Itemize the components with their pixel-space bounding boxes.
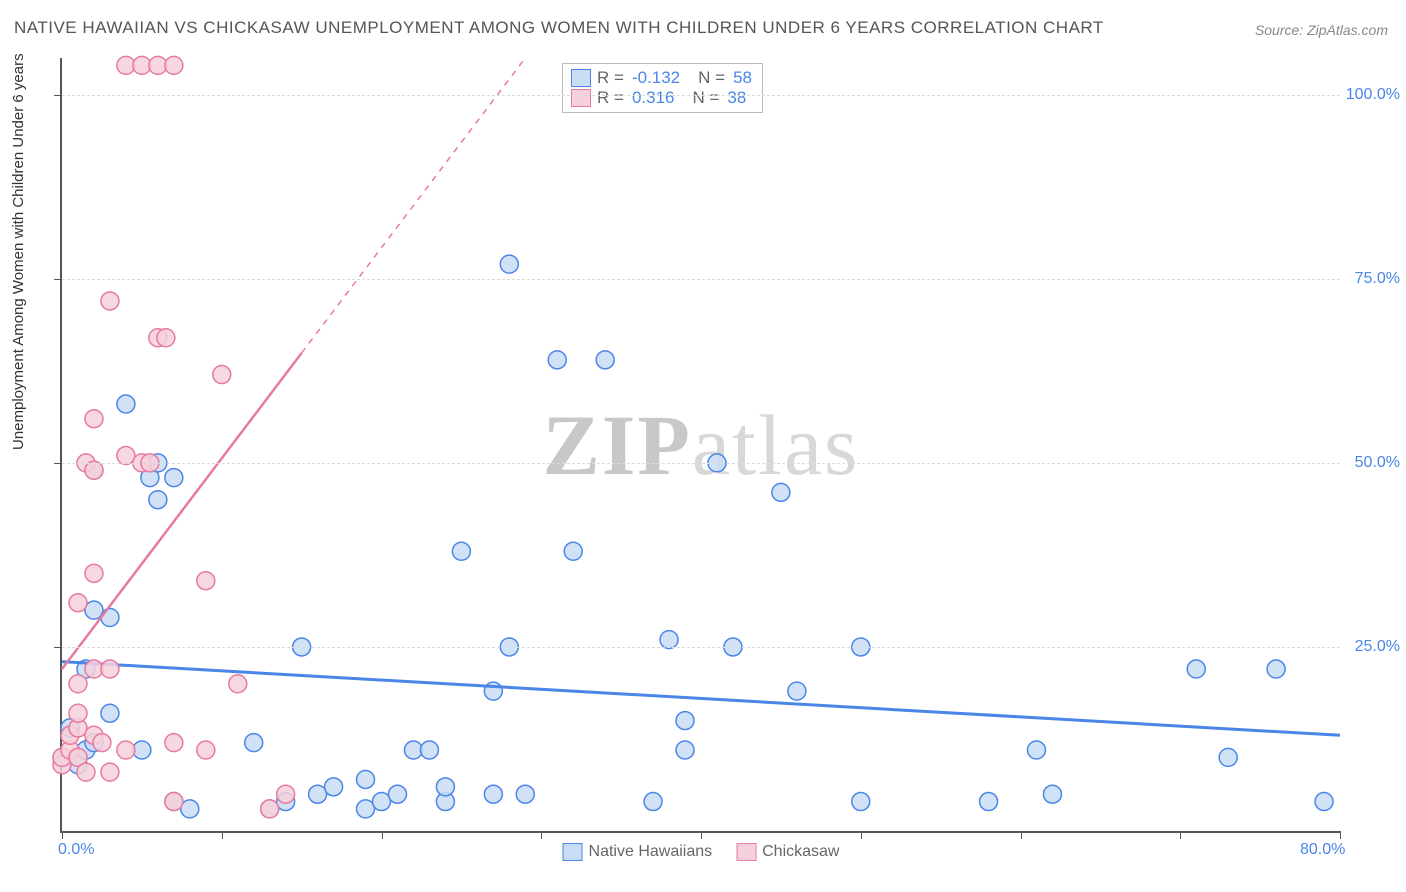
scatter-point	[77, 763, 95, 781]
scatter-point	[644, 793, 662, 811]
gridline	[62, 647, 1340, 648]
y-tick-label: 75.0%	[1355, 270, 1400, 288]
scatter-point	[229, 675, 247, 693]
scatter-point	[93, 734, 111, 752]
scatter-point	[197, 741, 215, 759]
scatter-point	[165, 793, 183, 811]
scatter-point	[245, 734, 263, 752]
scatter-point	[101, 660, 119, 678]
scatter-point	[69, 704, 87, 722]
chart-title: NATIVE HAWAIIAN VS CHICKASAW UNEMPLOYMEN…	[14, 18, 1104, 38]
x-tick-label: 80.0%	[1300, 841, 1345, 859]
legend-swatch-pink-2	[736, 843, 756, 861]
series-legend: Native Hawaiians Chickasaw	[563, 843, 840, 861]
scatter-point	[676, 712, 694, 730]
scatter-point	[596, 351, 614, 369]
scatter-point	[149, 491, 167, 509]
scatter-point	[69, 594, 87, 612]
y-tick	[54, 647, 62, 648]
scatter-point	[101, 609, 119, 627]
legend-item-pink: Chickasaw	[736, 843, 839, 861]
scatter-point	[101, 704, 119, 722]
scatter-point	[277, 785, 295, 803]
scatter-point	[388, 785, 406, 803]
y-tick	[54, 463, 62, 464]
scatter-point	[420, 741, 438, 759]
scatter-point	[676, 741, 694, 759]
scatter-point	[772, 483, 790, 501]
scatter-point	[436, 778, 454, 796]
y-tick	[54, 279, 62, 280]
scatter-point	[1027, 741, 1045, 759]
scatter-point	[484, 785, 502, 803]
scatter-point	[564, 542, 582, 560]
scatter-point	[357, 770, 375, 788]
x-tick	[701, 831, 702, 839]
trend-line-dashed	[302, 58, 526, 353]
x-tick	[1340, 831, 1341, 839]
scatter-point	[1043, 785, 1061, 803]
y-tick-label: 25.0%	[1355, 638, 1400, 656]
scatter-point	[85, 410, 103, 428]
scatter-point	[165, 734, 183, 752]
scatter-point	[261, 800, 279, 818]
scatter-point	[85, 564, 103, 582]
gridline	[62, 463, 1340, 464]
legend-item-blue: Native Hawaiians	[563, 843, 713, 861]
x-tick	[1180, 831, 1181, 839]
gridline	[62, 279, 1340, 280]
x-tick	[222, 831, 223, 839]
scatter-point	[101, 292, 119, 310]
scatter-point	[1267, 660, 1285, 678]
x-tick	[62, 831, 63, 839]
y-tick-label: 50.0%	[1355, 454, 1400, 472]
scatter-point	[85, 461, 103, 479]
scatter-point	[788, 682, 806, 700]
scatter-point	[516, 785, 534, 803]
scatter-point	[1187, 660, 1205, 678]
y-axis-label: Unemployment Among Women with Children U…	[10, 53, 27, 450]
plot-area: ZIPatlas R = -0.132 N = 58 R = 0.316 N =…	[60, 58, 1340, 833]
y-tick-label: 100.0%	[1346, 86, 1400, 104]
scatter-point	[548, 351, 566, 369]
scatter-point	[117, 395, 135, 413]
x-tick	[541, 831, 542, 839]
scatter-point	[197, 572, 215, 590]
scatter-point	[1315, 793, 1333, 811]
legend-swatch-blue-2	[563, 843, 583, 861]
x-tick	[382, 831, 383, 839]
x-tick	[1021, 831, 1022, 839]
scatter-point	[500, 255, 518, 273]
trend-line	[62, 662, 1340, 736]
source-attribution: Source: ZipAtlas.com	[1255, 22, 1388, 38]
scatter-point	[452, 542, 470, 560]
scatter-point	[165, 469, 183, 487]
scatter-point	[660, 631, 678, 649]
x-tick-label: 0.0%	[58, 841, 94, 859]
scatter-point	[117, 741, 135, 759]
scatter-point	[101, 763, 119, 781]
scatter-point	[980, 793, 998, 811]
legend-label-pink: Chickasaw	[762, 843, 839, 861]
scatter-point	[1219, 748, 1237, 766]
scatter-point	[69, 675, 87, 693]
scatter-svg	[62, 58, 1340, 831]
y-tick	[54, 95, 62, 96]
trend-line	[62, 353, 302, 669]
gridline	[62, 95, 1340, 96]
x-tick	[861, 831, 862, 839]
scatter-point	[852, 793, 870, 811]
scatter-point	[213, 366, 231, 384]
legend-label-blue: Native Hawaiians	[589, 843, 713, 861]
scatter-point	[325, 778, 343, 796]
scatter-point	[165, 56, 183, 74]
scatter-point	[157, 329, 175, 347]
